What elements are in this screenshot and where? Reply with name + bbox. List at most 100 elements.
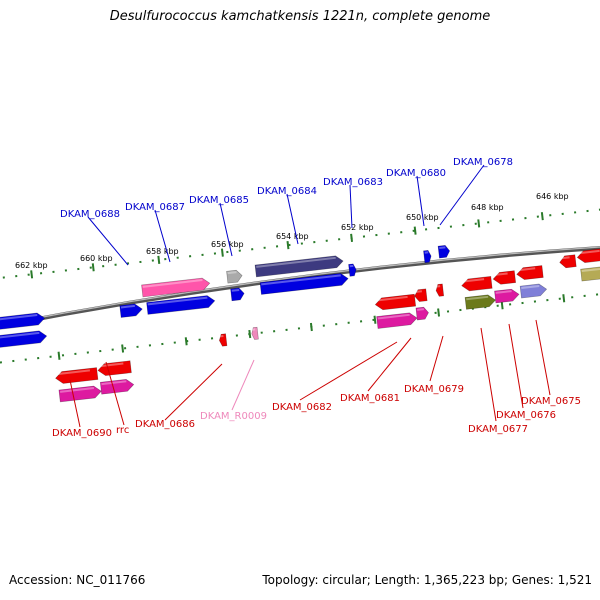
lower-scale-dot [49, 355, 52, 358]
kbp-label: 656 kbp [211, 240, 244, 249]
lower-scale-dot [24, 358, 27, 361]
upper-scale-dot [238, 249, 241, 252]
gene-arrow-shine [375, 295, 408, 302]
gene-features [0, 245, 600, 403]
gene-arrow [230, 287, 245, 302]
kbp-label: 646 kbp [536, 192, 569, 201]
lower-scale-dot [546, 299, 549, 302]
protein-bar [415, 306, 429, 321]
lower-scale-dot [235, 334, 238, 337]
backbone-line [0, 246, 600, 328]
lower-scale-dot [558, 297, 561, 300]
protein-bar-shine [417, 308, 425, 311]
upper-scale-dot [77, 267, 80, 271]
upper-scale-tick [350, 233, 354, 242]
lower-scale-dot [322, 324, 325, 327]
protein-bar-shine [495, 290, 512, 294]
upper-scale-dot [487, 221, 490, 224]
gene-arrow-shine [55, 369, 90, 376]
lower-scale-dot [136, 345, 139, 348]
gene-arrow [414, 288, 428, 302]
upper-scale-tick [413, 226, 417, 235]
upper-scale-dot [151, 259, 154, 262]
gene-label-dkam0677-leader [480, 327, 497, 422]
gene-label-dkam0676: DKAM_0676 [496, 410, 556, 421]
gene-label-dkam0677: DKAM_0677 [468, 424, 528, 435]
gene-arrow-shine [261, 274, 341, 286]
gene-arrow [226, 269, 243, 284]
genome-stats: Topology: circular; Length: 1,365,223 bp… [262, 573, 592, 587]
upper-scale-tick [540, 212, 544, 221]
upper-scale-dot [176, 256, 179, 259]
gene-arrow-shine [219, 335, 224, 338]
gene-arrow-shine [252, 328, 256, 331]
lower-scale-dot [347, 321, 350, 324]
kbp-label: 648 kbp [471, 203, 504, 212]
lower-scale-dot [61, 354, 65, 357]
upper-scale-dot [102, 265, 105, 268]
lower-scale-tick [184, 337, 188, 346]
upper-scale-tick [157, 255, 161, 264]
lower-scale-dot [210, 337, 214, 340]
gene-arrow-shine [147, 296, 208, 306]
upper-scale-dot [201, 253, 204, 256]
upper-scale-dot [474, 222, 477, 225]
gene-arrow [576, 247, 600, 263]
protein-bar [254, 255, 344, 278]
gene-label-dkam0687-leader [154, 209, 171, 263]
gene-label-dkam0690: DKAM_0690 [52, 428, 112, 439]
gene-arrow-shine [231, 288, 240, 292]
upper-scale-dot [15, 274, 18, 278]
gene-arrow-shine [424, 251, 429, 254]
kbp-label: 652 kbp [341, 223, 374, 232]
lower-scale-tick [562, 294, 566, 303]
protein-bar-shine [521, 284, 540, 289]
backbone-highlight [0, 246, 600, 326]
lower-scale-tick [121, 344, 125, 353]
upper-scale-tick [286, 241, 290, 250]
upper-scale-dot [114, 263, 117, 266]
upper-scale-dot [511, 218, 515, 221]
lower-scale-tick [437, 308, 441, 317]
gene-label-dkam0678: DKAM_0678 [453, 157, 513, 168]
gene-arrow [97, 360, 132, 376]
gene-arrow-shine [462, 278, 485, 283]
gene-arrow [435, 283, 445, 297]
upper-scale-dot [64, 269, 68, 272]
upper-scale-dot [536, 215, 539, 218]
protein-bar [494, 288, 520, 304]
gene-arrow [0, 312, 46, 331]
gene-arrow-shine [349, 264, 354, 268]
upper-scale-tick [91, 263, 95, 272]
gene-arrow-shine [439, 246, 446, 250]
gene-arrow [119, 303, 143, 318]
gene-arrow-shine [517, 267, 536, 272]
lower-scale-dot [459, 308, 462, 312]
gene-label-dkam0680-leader [416, 175, 425, 227]
gene-label-dkam-r0009: DKAM_R0009 [200, 411, 267, 422]
gene-label-rrc-leader [105, 361, 125, 426]
gene-label-dkam0675: DKAM_0675 [521, 396, 581, 407]
kbp-label: 654 kbp [276, 232, 309, 241]
gene-track [0, 245, 600, 403]
lower-scale-dot [297, 327, 301, 330]
upper-scale-dot [437, 226, 440, 230]
gene-arrow-shine [577, 249, 600, 255]
lower-scale-tick [57, 351, 61, 360]
protein-bar-shine [466, 295, 489, 301]
gene-label-dkam0684-leader [286, 193, 299, 245]
gene-label-dkam0686-leader [164, 363, 223, 421]
kbp-label: 662 kbp [15, 261, 48, 270]
upper-scale-dot [2, 276, 5, 279]
upper-scale-dot [52, 270, 55, 273]
protein-bar [99, 379, 135, 395]
gene-label-dkam0683: DKAM_0683 [323, 177, 383, 188]
lower-scale-dot [37, 357, 40, 360]
gene-label-dkam0676-leader [508, 323, 524, 409]
gene-arrow-shine [98, 362, 124, 368]
lower-scale-dot [74, 352, 77, 356]
upper-scale: 662 kbp 660 kbp 658 kbp 656 kbp 654 kbp 652 k… [2, 192, 600, 279]
kbp-label: 658 kbp [146, 247, 179, 256]
gene-arrow [219, 333, 228, 347]
gene-label-dkam0688-leader [87, 216, 129, 266]
